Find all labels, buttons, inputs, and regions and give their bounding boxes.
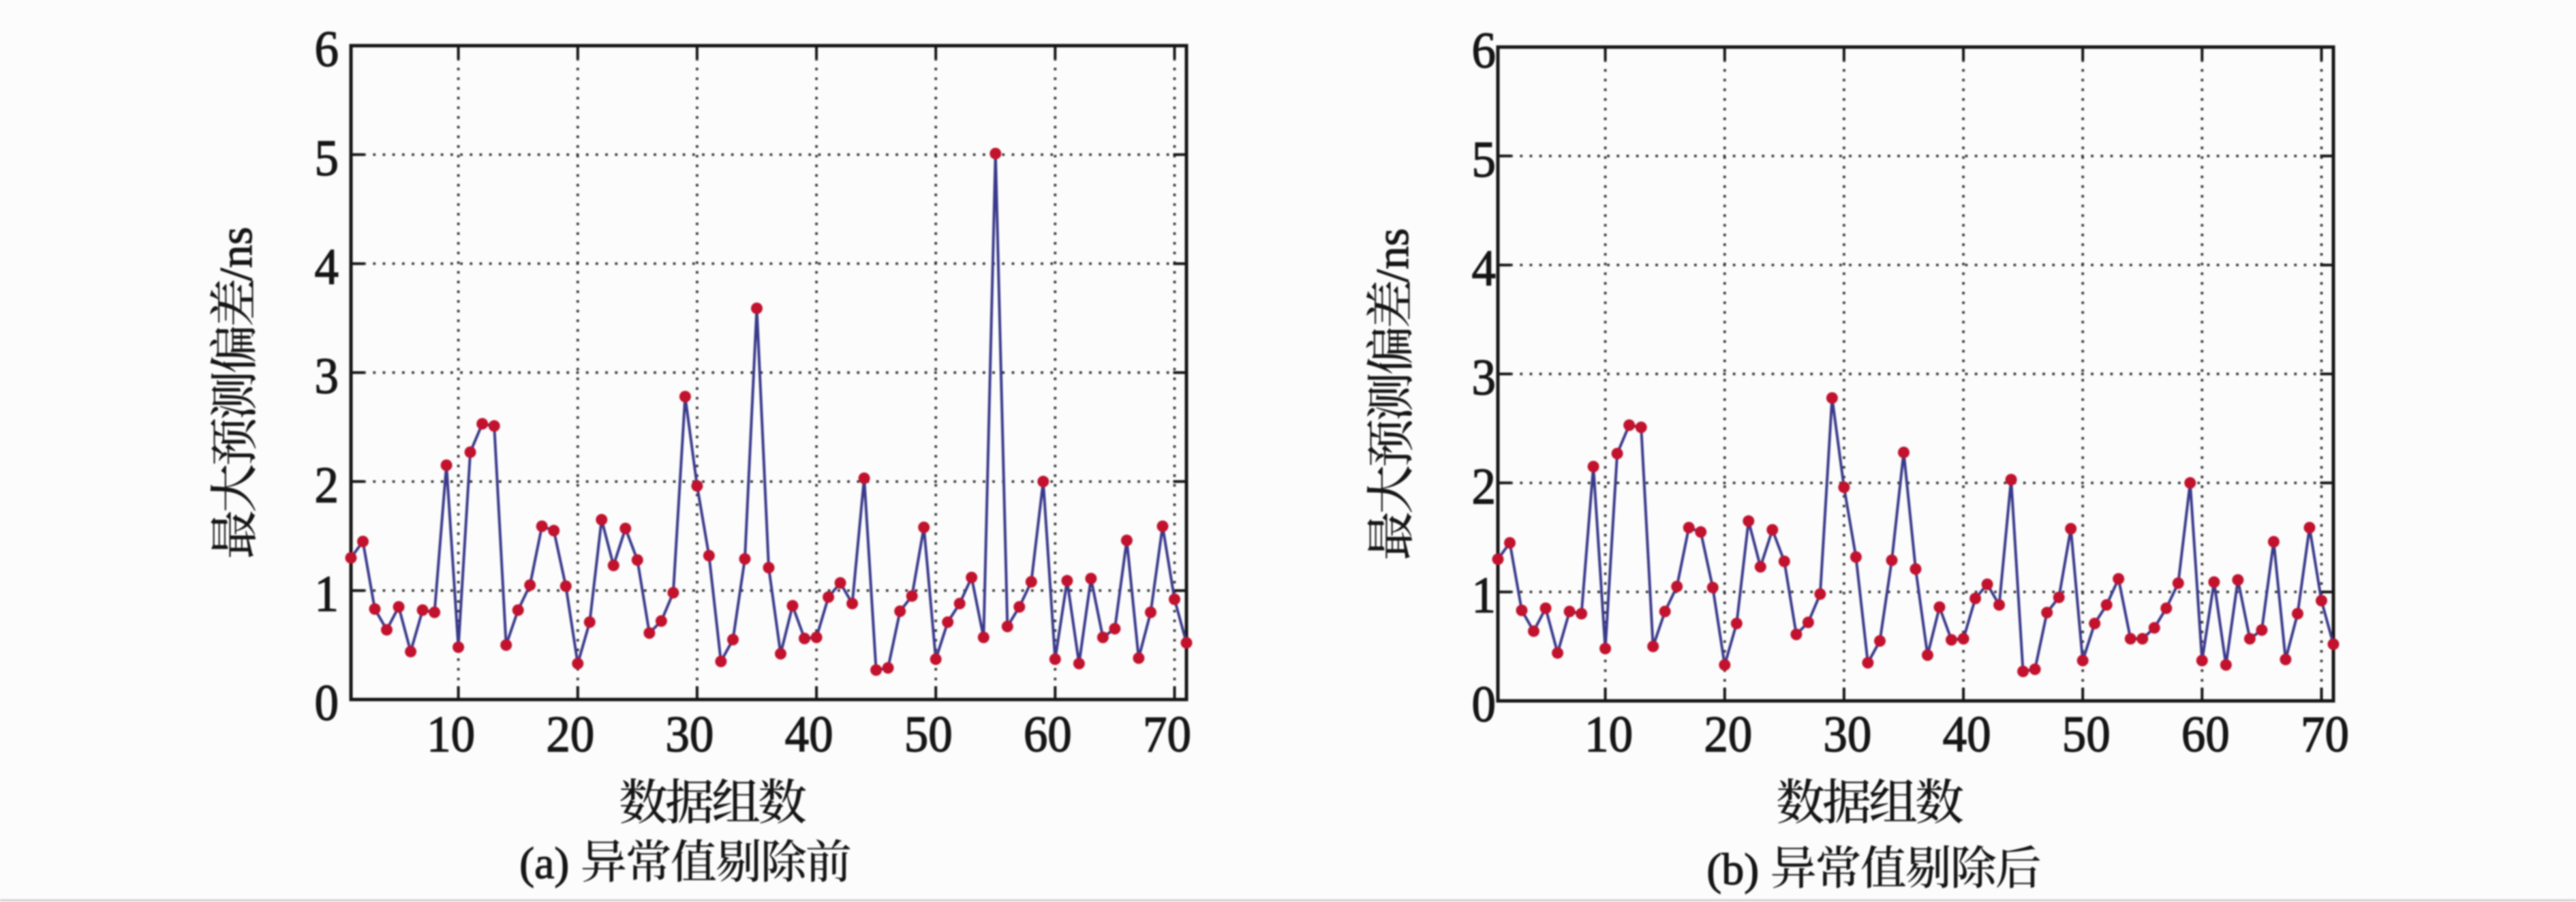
svg-text:1: 1 [315,565,339,622]
svg-text:10: 10 [427,706,475,762]
svg-text:0: 0 [315,674,339,731]
svg-text:5: 5 [315,130,339,186]
svg-text:6: 6 [315,20,339,77]
svg-text:20: 20 [1704,706,1752,762]
svg-text:(b): (b) [1706,845,1759,895]
svg-text:60: 60 [2181,706,2230,762]
svg-text:40: 40 [785,706,833,762]
svg-text:4: 4 [1472,240,1496,297]
svg-text:30: 30 [1823,706,1871,762]
svg-text:70: 70 [2301,706,2349,762]
svg-text:4: 4 [315,239,339,295]
svg-text:/ns: /ns [210,227,262,281]
svg-text:1: 1 [1472,567,1496,623]
svg-text:50: 50 [2062,706,2111,762]
svg-text:20: 20 [546,706,594,762]
svg-text:3: 3 [1472,349,1496,406]
svg-text:3: 3 [315,348,339,404]
svg-text:40: 40 [1943,706,1991,762]
svg-text:10: 10 [1584,706,1633,762]
svg-text:5: 5 [1472,131,1496,187]
svg-text:70: 70 [1143,706,1191,762]
svg-text:/ns: /ns [1366,228,1418,282]
svg-text:50: 50 [904,706,953,762]
svg-text:(a): (a) [519,839,569,888]
svg-text:2: 2 [1472,457,1496,514]
svg-text:60: 60 [1024,706,1072,762]
svg-text:2: 2 [315,456,339,513]
svg-text:30: 30 [665,706,714,762]
svg-text:6: 6 [1472,22,1496,78]
svg-text:0: 0 [1472,676,1496,732]
